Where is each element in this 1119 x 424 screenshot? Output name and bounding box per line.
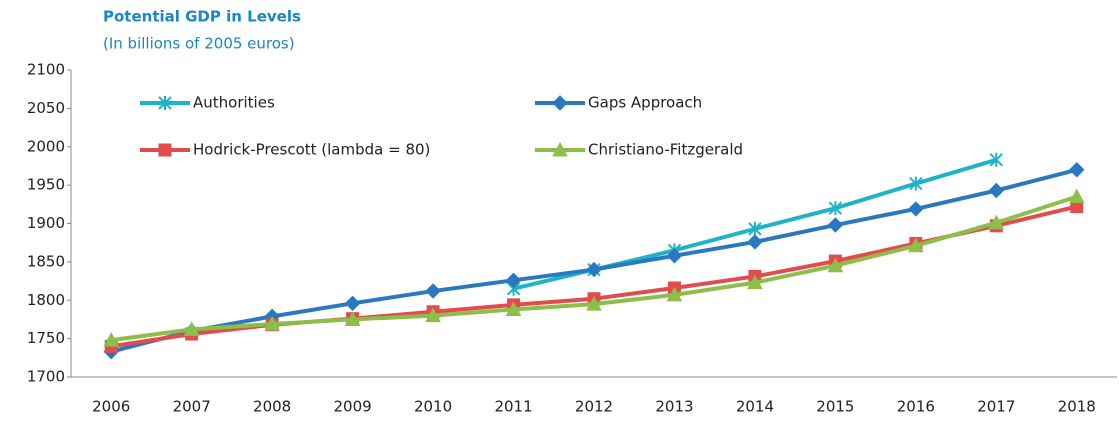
marker	[828, 201, 843, 216]
marker	[425, 307, 441, 323]
marker	[344, 311, 361, 326]
x-tick-label: 2006	[92, 398, 130, 416]
y-tick-label: 2050	[27, 99, 65, 117]
x-tick-label: 2013	[655, 398, 693, 416]
marker	[909, 176, 923, 191]
marker	[264, 315, 280, 331]
y-tick-label: 1700	[27, 368, 65, 386]
marker	[747, 234, 763, 250]
marker	[908, 201, 924, 217]
y-tick-label: 1900	[27, 214, 65, 232]
legend-label: Authorities	[193, 94, 275, 112]
marker	[103, 332, 120, 347]
legend-marker	[552, 95, 568, 111]
legend-label: Hodrick-Prescott (lambda = 80)	[193, 141, 430, 159]
marker	[586, 296, 602, 311]
marker	[747, 274, 763, 290]
marker	[344, 295, 361, 312]
marker	[908, 237, 924, 253]
marker	[1069, 162, 1085, 178]
x-tick-label: 2011	[494, 398, 532, 416]
legend-marker	[158, 143, 172, 157]
x-tick-label: 2014	[736, 398, 774, 416]
y-tick-label: 1750	[27, 329, 65, 347]
chart-subtitle: (In billions of 2005 euros)	[103, 35, 295, 53]
marker	[183, 321, 200, 336]
marker	[827, 257, 844, 273]
marker	[988, 182, 1005, 199]
marker	[1068, 188, 1085, 204]
marker	[586, 261, 602, 278]
x-tick-label: 2007	[173, 398, 211, 416]
marker	[425, 283, 441, 299]
y-tick-label: 1950	[27, 176, 65, 194]
x-tick-label: 2017	[977, 398, 1015, 416]
x-tick-label: 2012	[575, 398, 613, 416]
y-tick-label: 1800	[27, 291, 65, 309]
x-tick-label: 2010	[414, 398, 452, 416]
marker	[988, 214, 1005, 230]
y-tick-label: 2100	[27, 61, 65, 79]
legend-label: Gaps Approach	[588, 94, 702, 112]
marker	[666, 286, 683, 302]
marker	[505, 272, 522, 289]
y-tick-label: 2000	[27, 137, 65, 155]
marker	[666, 248, 683, 264]
legend-marker	[552, 141, 568, 157]
marker	[748, 221, 762, 236]
marker	[827, 217, 844, 233]
legend-marker	[158, 96, 172, 110]
legend-label: Christiano-Fitzgerald	[588, 141, 743, 159]
x-tick-label: 2009	[334, 398, 372, 416]
x-tick-label: 2018	[1058, 398, 1096, 416]
y-tick-label: 1850	[27, 252, 65, 270]
x-tick-label: 2008	[253, 398, 291, 416]
marker	[989, 152, 1004, 167]
x-tick-label: 2016	[897, 398, 935, 416]
marker	[505, 301, 522, 316]
x-tick-label: 2015	[816, 398, 854, 416]
chart-title: Potential GDP in Levels	[103, 8, 301, 26]
